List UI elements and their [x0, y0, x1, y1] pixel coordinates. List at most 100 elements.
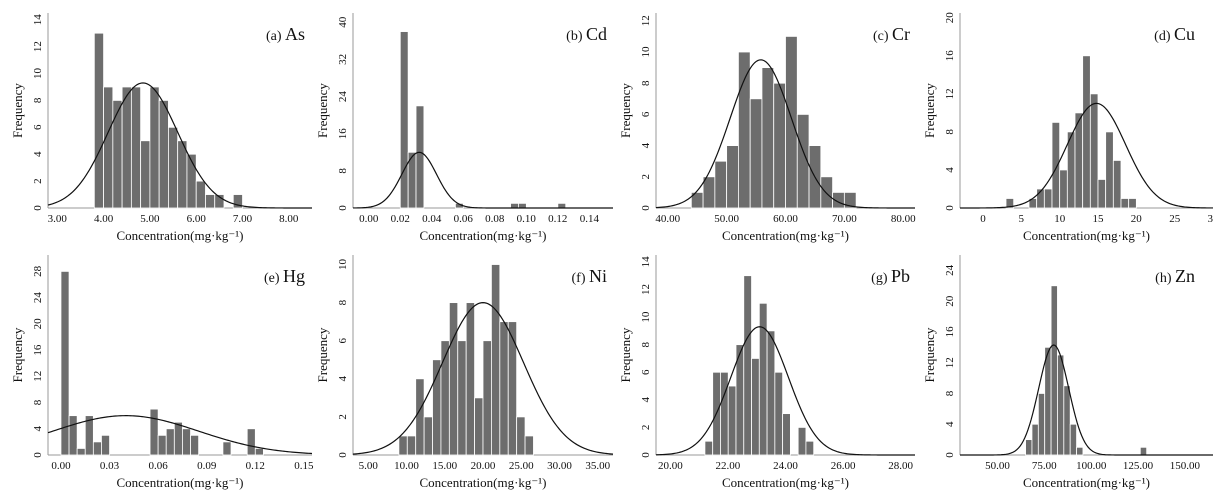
histogram-bar: [157, 434, 167, 456]
histogram-bar: [516, 416, 526, 456]
normal-fit-curve: [655, 326, 915, 456]
y-tick-label: 28: [32, 265, 44, 277]
chart-panel-cd: 0.00 0.02 0.04 0.06 0.08 0.10 0.12 0.14 0 8 16 24 32…: [315, 13, 613, 243]
y-tick-label: 8: [944, 390, 956, 396]
histogram-bar: [761, 67, 775, 209]
histogram-bar: [491, 264, 501, 456]
y-tick-label: 8: [32, 97, 44, 103]
y-tick-label: 2: [32, 178, 44, 184]
x-tick-label: 80.00: [891, 213, 916, 225]
panel-title: (a) As: [266, 24, 305, 44]
y-tick-label: 24: [944, 264, 956, 276]
panel-element: As: [285, 24, 305, 44]
histogram-bar: [1044, 346, 1052, 456]
x-tick-label: 10: [1054, 213, 1066, 225]
panel-tag: (f): [572, 271, 590, 286]
histogram-bar: [773, 82, 786, 209]
x-tick-label: 24.00: [773, 460, 798, 472]
y-tick-label: 12: [32, 41, 44, 52]
y-tick-label: 8: [640, 341, 652, 347]
x-tick-label: 40.00: [655, 213, 680, 225]
y-tick-label: 4: [640, 397, 652, 403]
y-tick-label: 14: [640, 256, 652, 268]
histogram-bar: [1076, 446, 1084, 456]
x-axis-title: Concentration(mg·kg⁻¹): [722, 228, 849, 243]
y-tick-label: 20: [32, 318, 44, 330]
histogram-bar: [448, 302, 459, 456]
y-tick-label: 0: [640, 205, 652, 211]
panel-element: Zn: [1175, 266, 1195, 286]
histogram-bar: [168, 126, 179, 209]
x-tick-label: 60.00: [773, 213, 798, 225]
x-tick-label: 26.00: [831, 460, 856, 472]
y-tick-label: 4: [32, 151, 44, 157]
histogram-bar: [1031, 423, 1039, 456]
y-tick-label: 8: [337, 168, 349, 174]
y-tick-label: 0: [944, 205, 956, 211]
histogram-bar: [751, 358, 760, 456]
histogram-bar: [482, 340, 492, 456]
chart-panel-zn: 50.00 75.00 100.00 125.00 150.00 0 4 8 12 16 20 24 C…: [922, 255, 1213, 490]
histogram-bar: [158, 100, 169, 209]
histogram-bar: [1082, 55, 1091, 209]
y-tick-label: 6: [640, 111, 652, 117]
histogram-bar: [93, 32, 104, 209]
histogram-bar: [60, 270, 70, 456]
y-tick-label: 4: [944, 167, 956, 173]
histogram-bar: [190, 434, 200, 456]
x-tick-label: 75.00: [1032, 460, 1057, 472]
x-tick-label: 15: [1093, 213, 1105, 225]
panel-title: (d) Cu: [1154, 24, 1195, 44]
x-tick-label: 0.02: [391, 213, 410, 225]
histogram-bar: [1057, 354, 1065, 456]
histogram-bar: [1139, 446, 1148, 456]
y-tick-label: 20: [944, 12, 956, 24]
histogram-bar: [173, 421, 183, 456]
panel-element: Cd: [586, 24, 607, 44]
panel-title: (c) Cr: [873, 24, 910, 44]
panel-title: (f) Ni: [572, 266, 608, 286]
y-tick-label: 6: [32, 124, 44, 130]
y-axis-title: Frequency: [315, 83, 330, 138]
y-tick-label: 2: [337, 414, 349, 420]
x-tick-label: 0.14: [580, 213, 600, 225]
x-tick-label: 5.00: [140, 213, 160, 225]
y-axis-title: Frequency: [618, 83, 633, 138]
x-tick-label: 20: [1131, 213, 1143, 225]
y-tick-label: 4: [337, 376, 349, 382]
x-tick-label: 4.00: [94, 213, 114, 225]
y-tick-label: 16: [32, 344, 44, 356]
histogram-bar: [149, 86, 160, 209]
histogram-bar: [205, 194, 216, 209]
histogram-bar: [1037, 393, 1046, 456]
x-tick-label: 20.00: [471, 460, 496, 472]
x-axis-title: Concentration(mg·kg⁻¹): [419, 228, 546, 243]
histogram-bar: [222, 441, 232, 456]
histogram-bar: [1112, 160, 1122, 209]
histogram-bar: [1059, 169, 1068, 209]
histogram-bar: [1069, 423, 1077, 456]
histogram-bar: [465, 302, 475, 456]
y-tick-label: 2: [640, 174, 652, 180]
x-tick-label: 28.00: [888, 460, 913, 472]
histogram-bar: [76, 448, 86, 456]
histogram-bar: [165, 428, 175, 456]
histogram-bar: [121, 86, 132, 209]
histogram-bar: [843, 191, 857, 209]
y-tick-label: 12: [640, 15, 652, 26]
histogram-bar: [457, 340, 467, 456]
histogram-bar: [101, 434, 110, 456]
y-tick-label: 40: [337, 16, 349, 28]
histogram-bar: [149, 408, 159, 456]
histogram-bar: [415, 378, 425, 456]
panel-element: Cu: [1174, 24, 1195, 44]
histogram-bar: [112, 100, 123, 209]
y-tick-label: 24: [32, 292, 44, 304]
histogram-bar: [766, 330, 776, 456]
histogram-bar: [182, 428, 191, 456]
y-tick-label: 8: [337, 299, 349, 305]
x-tick-label: 0.06: [454, 213, 474, 225]
histogram-bar: [510, 202, 519, 209]
y-tick-label: 16: [944, 50, 956, 62]
x-tick-label: 0.09: [197, 460, 217, 472]
